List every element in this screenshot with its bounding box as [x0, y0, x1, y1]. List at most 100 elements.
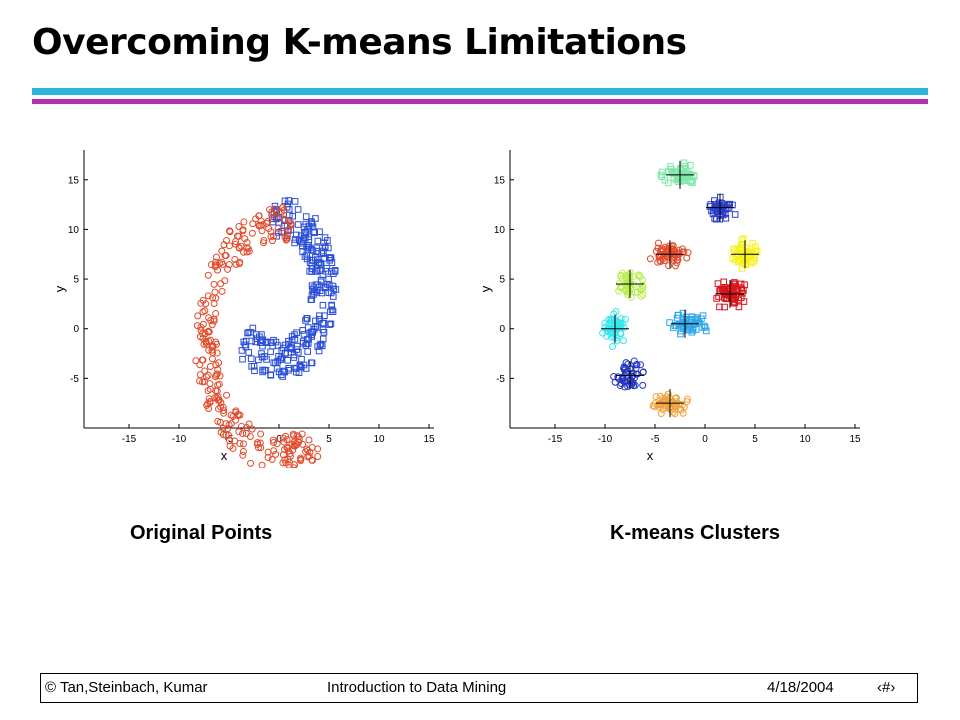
x-tick-label: 5 [752, 434, 758, 445]
cluster-centroid-3 [731, 240, 759, 269]
data-point [283, 443, 291, 451]
data-point [238, 422, 246, 430]
data-point [268, 208, 276, 216]
data-point [239, 448, 247, 456]
data-point [274, 214, 282, 222]
data-point [219, 431, 227, 439]
data-point [258, 227, 266, 235]
data-point [242, 429, 250, 437]
data-point [329, 293, 337, 300]
data-point [236, 260, 244, 268]
data-point [299, 338, 307, 345]
title-rule-magenta [32, 99, 928, 104]
data-point [258, 331, 265, 338]
x-tick-label: 5 [326, 434, 332, 445]
data-point [673, 398, 681, 406]
data-point [302, 365, 310, 372]
data-point [263, 356, 270, 363]
data-point [633, 361, 641, 369]
data-point [255, 221, 263, 229]
data-point [618, 319, 626, 327]
data-point [329, 308, 337, 315]
data-point [254, 444, 262, 452]
data-point [746, 252, 754, 259]
data-point [299, 327, 307, 334]
data-point [218, 247, 226, 255]
data-point [270, 439, 278, 447]
data-point [298, 355, 305, 363]
data-point [229, 444, 237, 452]
data-point [266, 206, 274, 214]
data-point [671, 410, 679, 418]
data-point [316, 312, 323, 320]
data-point [303, 340, 311, 347]
data-point [288, 336, 296, 344]
data-point [740, 287, 747, 294]
data-point [668, 398, 676, 406]
data-point [303, 251, 310, 259]
data-point [684, 173, 692, 180]
data-point [319, 326, 327, 334]
data-point [646, 255, 654, 263]
data-point [246, 432, 254, 440]
data-point [205, 314, 213, 322]
data-point [269, 436, 277, 444]
data-point [290, 351, 298, 359]
data-point [601, 319, 609, 327]
footer-course: Introduction to Data Mining [327, 679, 507, 696]
data-point [703, 327, 710, 335]
cluster-centroid-5 [671, 309, 699, 338]
data-point [205, 346, 213, 354]
data-point [328, 268, 335, 275]
data-point [328, 301, 336, 309]
data-point [292, 231, 300, 239]
data-point [239, 430, 247, 438]
data-point [331, 268, 339, 275]
data-point [618, 375, 626, 383]
x-tick-label: -10 [598, 434, 613, 445]
data-point [217, 280, 225, 288]
data-point [635, 272, 643, 280]
data-point [747, 260, 755, 267]
data-point [301, 253, 309, 260]
data-point [220, 241, 228, 249]
data-point [307, 359, 315, 367]
data-point [264, 448, 272, 456]
data-point [224, 425, 232, 433]
data-point [238, 347, 246, 354]
data-point [698, 315, 705, 323]
data-point [226, 228, 234, 236]
data-point [291, 236, 299, 243]
data-point [277, 371, 285, 379]
data-point [196, 361, 204, 369]
data-point [609, 342, 617, 350]
data-point [689, 179, 696, 187]
y-tick-label: 15 [494, 175, 506, 186]
data-point [199, 378, 207, 386]
data-point [212, 253, 220, 261]
data-point [302, 317, 309, 324]
data-point [262, 366, 270, 374]
x-tick-label: 0 [702, 434, 708, 445]
data-point [313, 247, 320, 255]
cluster-centroid-7 [616, 270, 644, 299]
y-axis-label: y [52, 285, 67, 292]
data-point [287, 219, 295, 227]
data-point [217, 428, 225, 436]
data-point [304, 453, 312, 461]
data-point [267, 371, 274, 379]
y-tick-label: 5 [499, 275, 505, 286]
data-point [234, 412, 242, 420]
data-point [679, 319, 687, 326]
data-point [673, 259, 681, 267]
series-2 [192, 203, 322, 468]
data-point [279, 344, 287, 352]
data-point [303, 445, 311, 453]
cluster-centroid-9 [616, 361, 644, 390]
series-3 [729, 235, 761, 272]
data-point [652, 393, 660, 401]
data-point [284, 356, 292, 364]
x-tick-label: 15 [849, 434, 861, 445]
data-point [212, 373, 220, 381]
data-point [255, 356, 262, 364]
